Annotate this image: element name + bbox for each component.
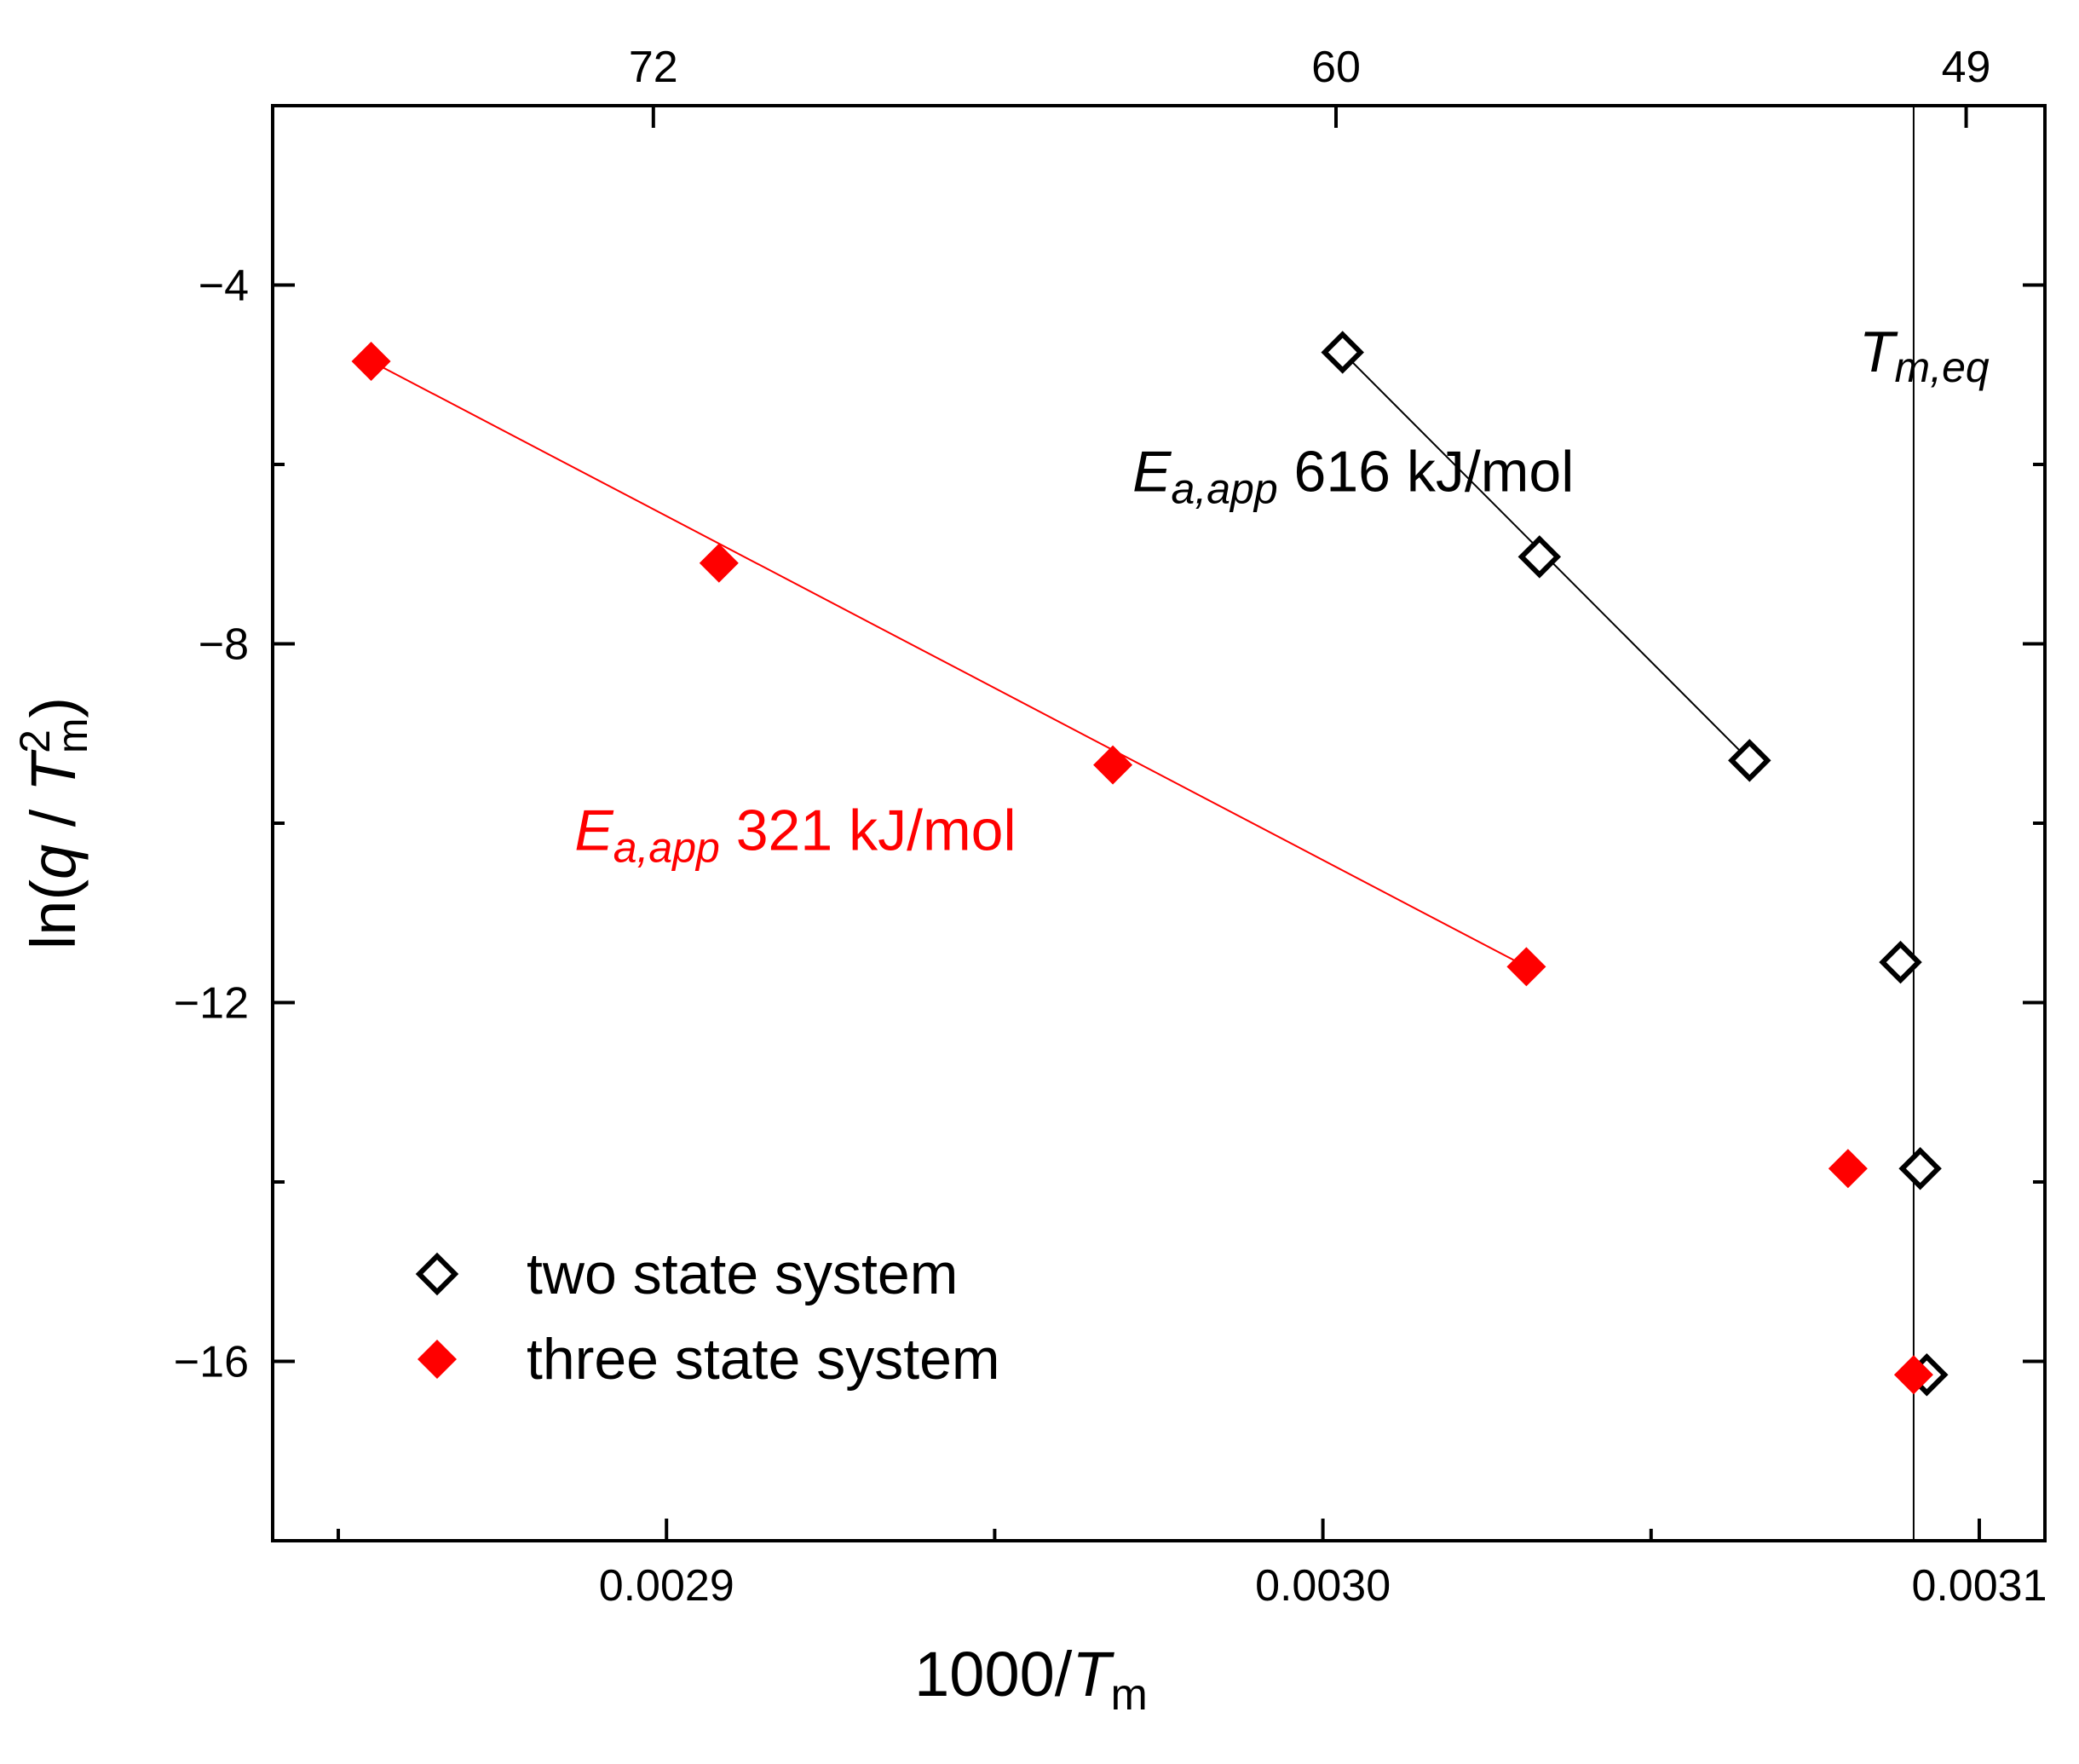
annotation-three-state: Ea,app 321 kJ/mol [574,798,1016,872]
x-tick-label: 0.0029 [599,1561,734,1611]
y-tick-label: −8 [199,620,249,670]
data-point-two-state [1728,739,1771,782]
top-axis-tick-label: 72 [629,43,678,92]
legend-label-three-state: three state system [527,1327,1000,1392]
data-point-three-state [1506,947,1546,987]
axis-ticks [273,106,2045,1541]
legend-label-two-state: two state system [527,1242,958,1306]
data-point-three-state [699,543,739,583]
top-axis-tick-label: 49 [1942,43,1991,92]
x-tick-label: 0.0031 [1911,1561,2047,1611]
reference-line-label: Tm,eq [1859,320,1990,391]
data-markers [351,331,1949,1397]
data-point-two-state [1898,1146,1942,1190]
data-point-two-state [1517,535,1562,579]
legend-marker-two-state [415,1252,459,1296]
annotation-two-state: Ea,app 616 kJ/mol [1132,440,1574,513]
data-point-two-state [1321,331,1364,374]
legend: two state system three state system [415,1242,1000,1392]
data-point-three-state [1893,1355,1933,1395]
y-axis-title: ln(q / T2m) [11,697,96,949]
legend-marker-three-state [418,1340,457,1379]
x-axis-title: 1000/Tm [914,1639,1148,1720]
x-tick-label: 0.0030 [1255,1561,1391,1611]
y-tick-label: −12 [174,979,249,1029]
data-point-three-state [1093,745,1133,785]
data-point-three-state [1828,1149,1868,1189]
y-tick-label: −4 [199,262,249,311]
y-tick-label: −16 [174,1338,249,1387]
fit-line-three-state [371,360,1527,968]
axis-tick-labels: 0.0029 0.0030 0.0031 −4 −8 −12 −16 72 60 49 [174,43,2047,1611]
data-point-three-state [351,341,391,381]
data-point-two-state [1879,940,1922,984]
top-axis-tick-label: 60 [1311,43,1361,92]
